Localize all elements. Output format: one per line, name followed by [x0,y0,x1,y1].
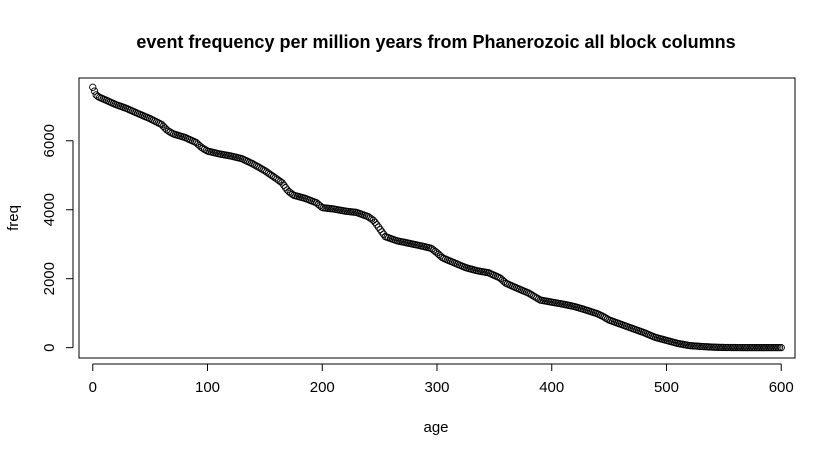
data-point [257,165,266,173]
data-point [376,225,384,234]
data-point [90,87,99,95]
data-points [89,83,785,352]
data-point [371,218,379,226]
chart-title: event frequency per million years from P… [136,32,735,52]
plot-area-frame [78,77,796,359]
data-point [154,119,162,127]
x-tick-label: 200 [310,379,335,396]
y-tick-label: 6000 [41,124,58,157]
data-point [777,344,785,352]
x-tick-label: 0 [89,379,97,396]
y-axis: 0 2000 4000 6000 [41,124,74,352]
x-tick-label: 300 [424,379,449,396]
x-tick-label: 100 [195,379,220,396]
y-tick-label: 4000 [41,193,58,226]
x-tick-label: 600 [769,379,794,396]
y-tick-label: 0 [41,343,58,351]
data-point [373,221,381,229]
data-point [374,223,383,231]
x-tick-label: 400 [539,379,564,396]
data-point [378,228,386,236]
data-point [280,181,288,189]
data-point [534,295,543,303]
y-tick-label: 2000 [41,262,58,295]
x-tick-label: 500 [654,379,679,396]
y-axis-label: freq [5,205,22,231]
data-point [89,83,97,91]
data-point [288,190,297,198]
x-axis: 0 100 200 300 400 500 600 [89,363,794,396]
x-axis-label: age [423,419,448,436]
data-point [278,179,286,187]
